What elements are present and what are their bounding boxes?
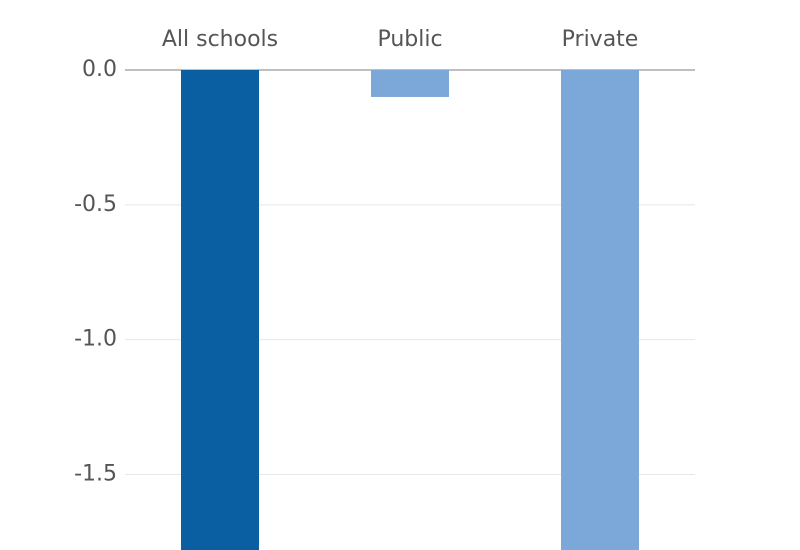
category-label: All schools [162,27,278,52]
bar [371,70,449,97]
y-tick-label: -0.5 [74,192,117,217]
labels: 0.0 -0.5 -1.0 -1.5 All schools Public Private [74,27,638,486]
category-label: Public [377,27,442,52]
bar [561,70,639,550]
category-label: Private [562,27,639,52]
y-tick-label: 0.0 [82,57,117,82]
y-tick-label: -1.0 [74,327,117,352]
bar [181,70,259,550]
bars [181,70,639,550]
y-tick-label: -1.5 [74,461,117,486]
